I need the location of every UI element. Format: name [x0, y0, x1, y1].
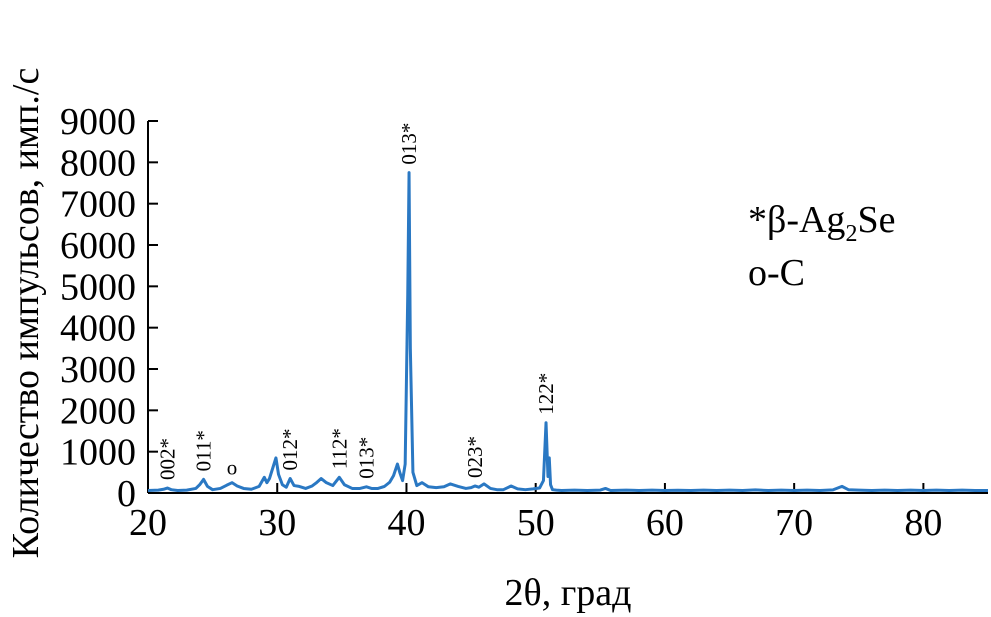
y-axis-title: Количество импульсов, имп./с	[5, 68, 47, 559]
y-tick-label: 4000	[60, 308, 136, 350]
peak-label: 013*	[354, 437, 378, 479]
peak-label: 013*	[397, 123, 421, 165]
y-tick-label: 8000	[60, 142, 136, 184]
peak-annotations: 002* 011* o 012* 112* 013*013*023*122*	[155, 123, 558, 480]
peak-label: 012*	[278, 429, 302, 471]
x-tick-label: 60	[646, 502, 684, 544]
peak-label: 112*	[327, 428, 351, 469]
legend-symbol: *	[748, 199, 767, 241]
legend-subscript: 2	[845, 221, 857, 247]
peak-label: 023*	[463, 436, 487, 478]
y-tick-label: 7000	[60, 184, 136, 226]
plot-area	[147, 171, 988, 493]
legend: *β-Ag2Se o-C	[748, 199, 895, 294]
x-axis-title: 2θ, град	[505, 572, 632, 614]
y-tick-label: 6000	[60, 225, 136, 267]
y-tick-label: 0	[117, 473, 136, 515]
peak-label: o	[227, 456, 238, 480]
peak-label: 002*	[155, 438, 179, 480]
x-tick-label: 70	[775, 502, 813, 544]
y-tick-label: 2000	[60, 390, 136, 432]
axes	[147, 121, 988, 494]
x-tick-label: 40	[387, 502, 425, 544]
peak-label: 122*	[534, 373, 558, 415]
x-tick-label: 30	[258, 502, 296, 544]
legend-symbol: o	[748, 252, 767, 294]
x-tick-label: 50	[517, 502, 555, 544]
legend-text: β-Ag	[767, 199, 845, 241]
legend-item: o-C	[748, 252, 805, 294]
x-tick-label: 80	[904, 502, 942, 544]
xrd-pattern-line	[147, 171, 988, 493]
y-tick-label: 9000	[60, 101, 136, 143]
x-tick-label: 20	[129, 502, 167, 544]
legend-item: *β-Ag2Se	[748, 199, 895, 247]
y-tick-label: 3000	[60, 349, 136, 391]
peak-label: 011*	[192, 430, 216, 471]
legend-text: -C	[767, 252, 805, 294]
legend-tail: Se	[857, 199, 895, 241]
y-tick-label: 5000	[60, 266, 136, 308]
y-tick-label: 1000	[60, 432, 136, 474]
